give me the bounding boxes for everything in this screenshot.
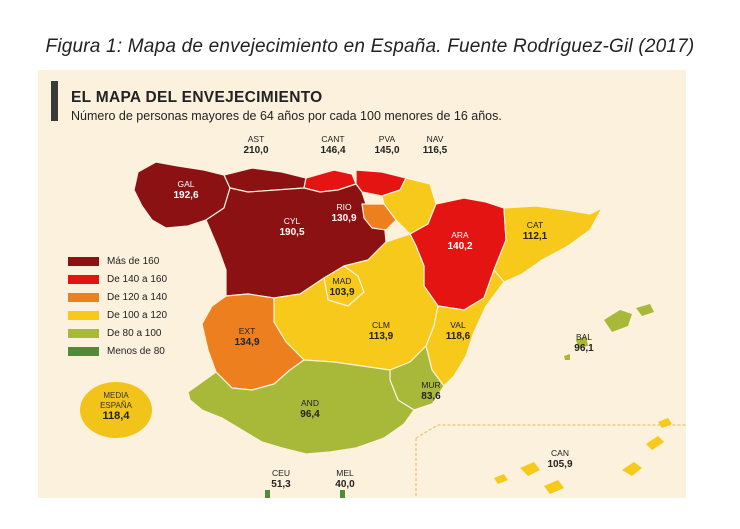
legend-label: De 120 a 140	[107, 291, 168, 303]
label-ceu: CEU 51,3	[271, 468, 291, 490]
spain-map	[133, 161, 686, 498]
label-cant: CANT 146,4	[320, 134, 346, 156]
label-rio: RIO 130,9	[331, 202, 357, 224]
label-mur: MUR 83,6	[421, 380, 441, 402]
region-cat[interactable]	[493, 205, 603, 283]
region-rio[interactable]	[361, 203, 397, 231]
region-and[interactable]	[187, 359, 415, 455]
media-espana-badge: MEDIA ESPAÑA 118,4	[80, 382, 152, 438]
label-cyl: CYL 190,5	[279, 216, 305, 238]
legend-label: Menos de 80	[107, 345, 165, 357]
map-legend: Más de 160 De 140 a 160 De 120 a 140 De …	[68, 252, 167, 360]
media-label-line1: MEDIA	[103, 391, 129, 400]
legend-item: Más de 160	[68, 252, 167, 270]
label-bal: BAL 96,1	[574, 332, 594, 354]
legend-item: De 140 a 160	[68, 270, 167, 288]
region-nav[interactable]	[381, 177, 437, 235]
figure-caption: Figura 1: Mapa de envejecimiento en Espa…	[45, 36, 695, 57]
legend-swatch	[68, 310, 99, 320]
legend-swatch	[68, 292, 99, 302]
legend-swatch	[68, 346, 99, 356]
region-bal[interactable]	[564, 304, 654, 360]
label-gal: GAL 192,6	[173, 179, 199, 201]
label-ara: ARA 140,2	[447, 230, 473, 252]
label-mel: MEL 40,0	[335, 468, 355, 490]
canarias-inset	[415, 424, 686, 498]
map-title: EL MAPA DEL ENVEJECIMIENTO	[71, 89, 323, 106]
label-ext: EXT 134,9	[234, 326, 260, 348]
region-mel-marker[interactable]	[340, 490, 345, 498]
region-ceu-marker[interactable]	[265, 490, 270, 498]
legend-item: De 80 a 100	[68, 324, 167, 342]
label-cat: CAT 112,1	[522, 220, 548, 242]
legend-item: De 120 a 140	[68, 288, 167, 306]
legend-label: De 140 a 160	[107, 273, 168, 285]
label-nav: NAV 116,5	[422, 134, 448, 156]
title-accent-bar	[51, 81, 58, 121]
label-pva: PVA 145,0	[374, 134, 400, 156]
region-can[interactable]	[494, 418, 672, 494]
legend-item: De 100 a 120	[68, 306, 167, 324]
media-label-line2: ESPAÑA	[100, 401, 132, 410]
legend-swatch	[68, 256, 99, 266]
legend-label: De 100 a 120	[107, 309, 168, 321]
label-val: VAL 118,6	[445, 320, 471, 342]
legend-swatch	[68, 274, 99, 284]
label-mad: MAD 103,9	[329, 276, 355, 298]
map-subtitle: Número de personas mayores de 64 años po…	[71, 109, 502, 123]
media-value: 118,4	[102, 410, 130, 422]
label-clm: CLM 113,9	[368, 320, 394, 342]
label-and: AND 96,4	[300, 398, 320, 420]
map-panel: EL MAPA DEL ENVEJECIMIENTO Número de per…	[38, 70, 686, 498]
legend-item: Menos de 80	[68, 342, 167, 360]
legend-swatch	[68, 328, 99, 338]
label-can: CAN 105,9	[547, 448, 573, 470]
legend-label: De 80 a 100	[107, 327, 162, 339]
legend-label: Más de 160	[107, 255, 160, 267]
label-ast: AST 210,0	[243, 134, 269, 156]
